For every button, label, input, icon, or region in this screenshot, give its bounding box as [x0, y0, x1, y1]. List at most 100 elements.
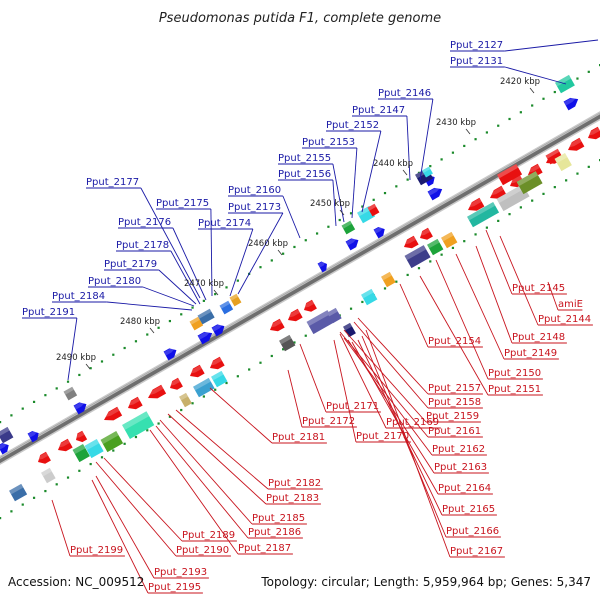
reverse-gene-block[interactable] — [361, 288, 378, 306]
gene-label-reverse[interactable]: amiE — [558, 299, 583, 310]
forward-gene-arrow[interactable] — [211, 322, 227, 337]
gene-label-forward[interactable]: Pput_2179 — [104, 259, 157, 270]
gene-label-reverse[interactable]: Pput_2171 — [326, 401, 379, 412]
reverse-gene-arrow[interactable] — [74, 430, 88, 445]
reverse-gene-arrow[interactable] — [56, 438, 73, 455]
gene-label-forward[interactable]: Pput_2160 — [228, 185, 281, 196]
gene-label-reverse[interactable]: Pput_2159 — [426, 411, 479, 422]
forward-gene-block[interactable] — [422, 166, 433, 178]
reverse-gene-block[interactable] — [427, 238, 444, 256]
reverse-gene-arrow[interactable] — [466, 197, 485, 215]
gene-label-reverse[interactable]: Pput_2185 — [252, 513, 305, 524]
reverse-gene-block[interactable] — [545, 148, 563, 165]
gene-label-reverse[interactable]: Pput_2199 — [70, 545, 123, 556]
gene-label-forward[interactable]: Pput_2155 — [278, 153, 331, 164]
reverse-gene-arrow[interactable] — [126, 396, 143, 413]
forward-gene-block[interactable] — [341, 220, 356, 235]
gene-label-reverse[interactable]: Pput_2165 — [442, 504, 495, 515]
gene-label-reverse[interactable]: Pput_2164 — [438, 483, 491, 494]
gene-label-reverse[interactable]: Pput_2145 — [512, 283, 565, 294]
gene-label-forward[interactable]: Pput_2175 — [156, 198, 209, 209]
forward-gene-arrow[interactable] — [317, 260, 330, 273]
reverse-gene-block[interactable] — [193, 377, 215, 398]
gene-label-forward[interactable]: Pput_2152 — [326, 120, 379, 131]
reverse-gene-block[interactable] — [84, 439, 104, 459]
reverse-gene-arrow[interactable] — [36, 451, 51, 467]
gene-label-forward[interactable]: Pput_2191 — [22, 307, 75, 318]
reverse-gene-arrow[interactable] — [168, 377, 183, 393]
reverse-gene-block[interactable] — [9, 483, 28, 502]
gene-label-reverse[interactable]: Pput_2193 — [154, 567, 207, 578]
gene-label-reverse[interactable]: Pput_2144 — [538, 314, 591, 325]
reverse-gene-arrow[interactable] — [268, 318, 285, 335]
gene-label-reverse[interactable]: Pput_2167 — [450, 546, 503, 557]
reverse-gene-block[interactable] — [41, 467, 56, 484]
reverse-gene-block[interactable] — [467, 202, 500, 228]
gene-label-reverse[interactable]: Pput_2172 — [302, 416, 355, 427]
gene-label-reverse[interactable]: Pput_2170 — [356, 431, 409, 442]
gene-label-reverse[interactable]: Pput_2157 — [428, 383, 481, 394]
reverse-gene-block[interactable] — [306, 310, 335, 335]
reverse-gene-arrow[interactable] — [418, 227, 433, 243]
reverse-gene-arrow[interactable] — [146, 384, 167, 403]
reverse-gene-block[interactable] — [343, 322, 356, 338]
reverse-gene-block[interactable] — [179, 392, 192, 408]
reverse-gene-arrow[interactable] — [402, 235, 419, 252]
forward-gene-arrow[interactable] — [73, 400, 89, 415]
reverse-gene-block[interactable] — [554, 152, 572, 172]
reverse-gene-arrow[interactable] — [208, 356, 225, 373]
gene-label-reverse[interactable]: Pput_2195 — [148, 582, 201, 593]
gene-label-reverse[interactable]: Pput_2150 — [488, 368, 541, 379]
forward-gene-block[interactable] — [219, 300, 234, 315]
reverse-gene-arrow[interactable] — [286, 308, 303, 325]
gene-label-forward[interactable]: Pput_2174 — [198, 218, 251, 229]
gene-label-reverse[interactable]: Pput_2149 — [504, 348, 557, 359]
gene-label-reverse[interactable]: Pput_2183 — [266, 493, 319, 504]
reverse-gene-arrow[interactable] — [302, 299, 317, 315]
forward-gene-arrow[interactable] — [0, 441, 11, 455]
gene-label-forward[interactable]: Pput_2153 — [302, 137, 355, 148]
reverse-gene-block[interactable] — [72, 443, 90, 463]
reverse-gene-block[interactable] — [211, 370, 228, 388]
reverse-gene-block[interactable] — [496, 184, 530, 212]
reverse-gene-block[interactable] — [516, 171, 543, 195]
reverse-gene-block[interactable] — [327, 307, 342, 324]
forward-gene-block[interactable] — [367, 203, 380, 217]
reverse-gene-arrow[interactable] — [566, 137, 585, 155]
gene-label-forward[interactable]: Pput_2173 — [228, 202, 281, 213]
gene-label-reverse[interactable]: Pput_2166 — [446, 526, 499, 537]
gene-label-forward[interactable]: Pput_2180 — [88, 276, 141, 287]
reverse-gene-arrow[interactable] — [586, 126, 600, 143]
gene-label-reverse[interactable]: Pput_2151 — [488, 384, 541, 395]
gene-label-reverse[interactable]: Pput_2169 — [386, 417, 439, 428]
gene-label-reverse[interactable]: Pput_2163 — [434, 462, 487, 473]
forward-gene-arrow[interactable] — [197, 329, 215, 345]
gene-label-forward[interactable]: Pput_2146 — [378, 88, 431, 99]
gene-label-reverse[interactable]: Pput_2161 — [428, 426, 481, 437]
forward-gene-block[interactable] — [229, 293, 242, 307]
gene-label-reverse[interactable]: Pput_2189 — [182, 530, 235, 541]
gene-label-reverse[interactable]: Pput_2182 — [268, 478, 321, 489]
reverse-gene-block[interactable] — [122, 411, 155, 439]
gene-label-forward[interactable]: Pput_2147 — [352, 105, 405, 116]
forward-gene-arrow[interactable] — [345, 236, 361, 251]
gene-label-forward[interactable]: Pput_2131 — [450, 56, 503, 67]
forward-gene-arrow[interactable] — [427, 185, 445, 201]
reverse-gene-block[interactable] — [497, 163, 523, 186]
reverse-gene-arrow[interactable] — [188, 364, 205, 381]
gene-label-reverse[interactable]: Pput_2187 — [238, 543, 291, 554]
reverse-gene-arrow[interactable] — [526, 163, 543, 180]
reverse-gene-block[interactable] — [381, 271, 396, 288]
gene-label-forward[interactable]: Pput_2178 — [116, 240, 169, 251]
forward-gene-arrow[interactable] — [163, 346, 179, 361]
gene-label-reverse[interactable]: Pput_2158 — [428, 397, 481, 408]
gene-label-reverse[interactable]: Pput_2186 — [248, 527, 301, 538]
forward-gene-block[interactable] — [189, 316, 204, 331]
reverse-gene-block[interactable] — [441, 231, 458, 249]
forward-gene-block[interactable] — [0, 426, 14, 444]
gene-label-reverse[interactable]: Pput_2181 — [272, 432, 325, 443]
reverse-gene-block[interactable] — [404, 245, 431, 269]
gene-label-forward[interactable]: Pput_2177 — [86, 177, 139, 188]
gene-label-reverse[interactable]: Pput_2154 — [428, 336, 481, 347]
gene-label-reverse[interactable]: Pput_2162 — [432, 444, 485, 455]
